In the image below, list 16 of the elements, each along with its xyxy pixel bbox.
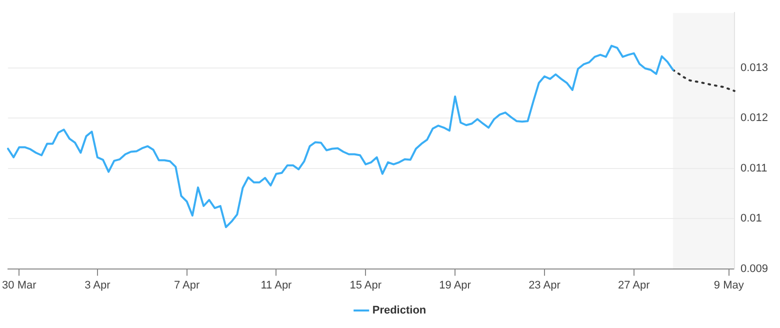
y-tick-label: 0.012 [740,112,768,124]
x-tick-label: 27 Apr [618,279,650,292]
y-tick-label: 0.01 [740,212,762,225]
x-tick-label: 19 Apr [439,279,472,292]
x-tick-label: 7 Apr [174,279,200,292]
x-tick-label: 30 Mar [2,279,37,292]
x-tick-label: 11 Apr [260,279,292,292]
line-series [672,68,736,92]
legend-label: Prediction [372,304,426,317]
y-tick-label: 0.009 [740,262,768,275]
x-tick-label: 23 Apr [528,279,561,292]
x-tick-label: 3 Apr [84,279,111,292]
x-tick-label: 9 May [714,279,744,292]
y-tick-label: 0.011 [740,162,768,174]
x-tick-label: 15 Apr [350,279,382,292]
y-tick-label: 0.013 [740,62,768,74]
